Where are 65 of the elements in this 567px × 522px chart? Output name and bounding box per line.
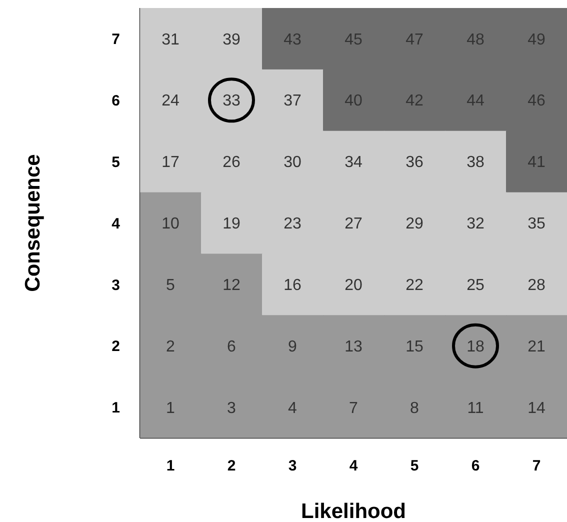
data-label: 21 <box>528 338 546 356</box>
data-label: 23 <box>284 216 302 233</box>
data-label: 15 <box>406 338 424 356</box>
data-label: 25 <box>466 277 484 294</box>
data-label: 5 <box>166 277 176 294</box>
data-label: 18 <box>466 338 484 356</box>
y-tick-label: 1 <box>112 400 120 417</box>
data-label: 29 <box>406 216 424 233</box>
data-label: 7 <box>349 400 358 417</box>
y-tick-label: 2 <box>112 338 120 356</box>
data-label: 44 <box>466 92 484 110</box>
data-label: 16 <box>284 277 302 294</box>
x-tick-label: 3 <box>288 458 297 475</box>
data-label: 1 <box>166 400 176 417</box>
data-label: 11 <box>467 400 484 417</box>
data-label: 33 <box>222 92 240 110</box>
data-label: 20 <box>344 277 362 294</box>
data-label: 10 <box>162 216 180 233</box>
data-label: 24 <box>162 92 180 110</box>
data-label: 48 <box>466 31 484 48</box>
data-label: 36 <box>406 154 424 172</box>
data-label: 42 <box>406 92 424 110</box>
data-label: 22 <box>406 277 424 294</box>
x-tick-label: 7 <box>532 458 541 475</box>
y-tick-label: 4 <box>112 215 121 232</box>
x-tick-label: 1 <box>166 458 175 475</box>
x-axis-title: Likelihood <box>301 500 406 522</box>
y-tick-label: 7 <box>112 31 120 48</box>
data-label: 14 <box>528 400 546 417</box>
x-tick-label: 6 <box>471 458 480 475</box>
data-label: 4 <box>288 400 298 417</box>
data-label: 34 <box>344 154 362 172</box>
data-label: 32 <box>466 216 484 233</box>
y-tick-label: 6 <box>112 92 120 110</box>
x-tick-label: 5 <box>410 458 419 475</box>
y-tick-label: 5 <box>112 154 120 171</box>
data-label: 39 <box>222 31 240 48</box>
data-label: 41 <box>528 154 546 172</box>
data-label: 28 <box>528 277 546 294</box>
data-label: 35 <box>528 216 546 233</box>
data-label: 45 <box>344 31 362 48</box>
x-tick-label: 4 <box>349 458 358 475</box>
y-axis-title: Consequence <box>21 154 44 292</box>
data-label: 40 <box>344 92 362 110</box>
data-label: 31 <box>162 31 180 48</box>
data-label: 27 <box>344 216 362 233</box>
data-label: 9 <box>288 338 298 356</box>
data-label: 19 <box>222 216 240 233</box>
data-label: 12 <box>222 277 240 294</box>
data-label: 37 <box>284 92 302 110</box>
data-label: 43 <box>284 31 302 48</box>
data-label: 26 <box>222 154 240 172</box>
data-label: 38 <box>466 154 484 172</box>
data-label: 47 <box>406 31 424 48</box>
data-label: 6 <box>227 338 236 356</box>
y-tick-label: 3 <box>112 276 120 294</box>
data-label: 49 <box>528 31 546 48</box>
data-label: 30 <box>284 154 302 172</box>
data-label: 13 <box>344 338 362 356</box>
data-label: 46 <box>528 92 546 110</box>
data-label: 2 <box>166 338 176 356</box>
data-label: 17 <box>162 154 180 172</box>
x-tick-label: 2 <box>227 458 236 475</box>
data-label: 8 <box>410 400 420 417</box>
data-label: 3 <box>227 400 236 417</box>
